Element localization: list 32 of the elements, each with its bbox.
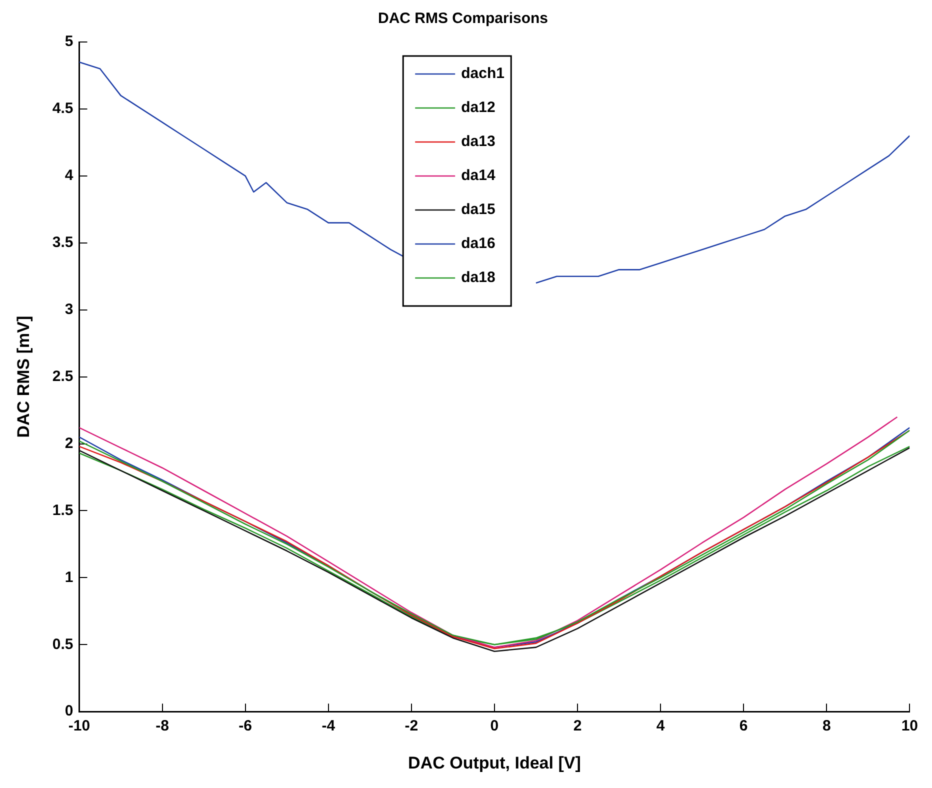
y-tick-label: 3.5 [52,234,74,252]
legend-label: da12 [461,99,496,116]
y-tick-label: 3 [64,300,74,318]
y-tick-label: 0.5 [52,636,74,653]
x-tick-label: -6 [238,718,252,735]
y-tick-label: 2.5 [52,368,74,385]
legend-label: da15 [461,201,496,218]
y-axis-title: DAC RMS [mV] [14,316,33,438]
x-tick-label: -10 [68,718,90,735]
x-tick-label: 0 [490,718,499,735]
x-tick-label: 2 [573,718,582,735]
x-tick-label: 10 [901,718,918,735]
x-tick-label: -2 [404,718,418,735]
y-tick-label: 4 [64,167,74,184]
y-tick-label: 4.5 [52,100,74,118]
y-tick-label: 2 [64,434,74,452]
chart-title: DAC RMS Comparisons [378,10,548,28]
legend-label: da13 [461,133,496,150]
x-tick-label: -8 [156,718,169,735]
x-tick-label: -4 [322,718,336,735]
x-tick-label: 6 [739,718,748,735]
legend-label: da18 [461,269,496,286]
y-tick-label: 1 [64,568,74,586]
x-axis-title: DAC Output, Ideal [V] [408,753,581,772]
y-tick-label: 1.5 [52,502,74,519]
y-tick-label: 0 [64,702,74,720]
legend-label: da14 [461,167,496,184]
legend-label: dach1 [461,65,504,82]
x-tick-label: 8 [822,718,831,735]
x-tick-label: 4 [656,718,666,735]
legend-label: da16 [461,235,496,252]
y-tick-label: 5 [64,33,74,50]
